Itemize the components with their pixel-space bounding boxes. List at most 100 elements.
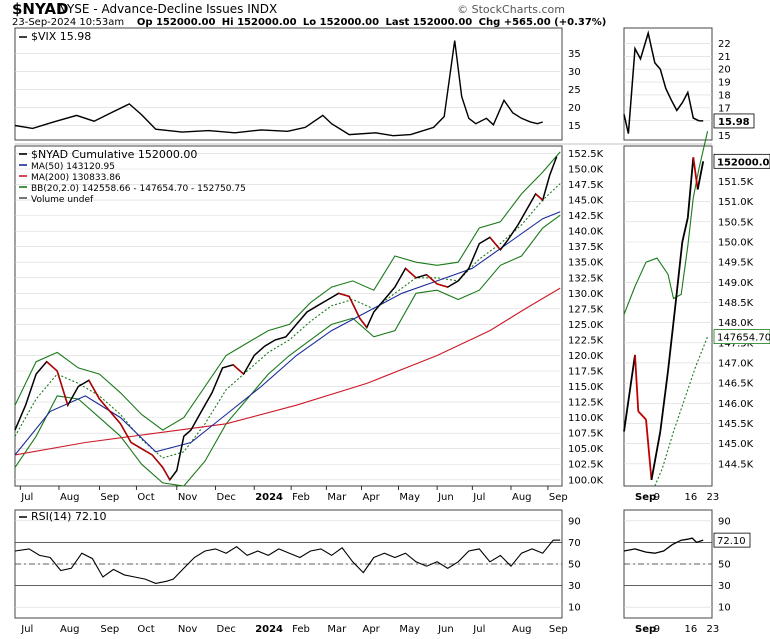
quote-low: Lo 152000.00 (302, 17, 380, 28)
x-tick-label: Sep (100, 624, 119, 635)
x-tick-label: Nov (178, 492, 198, 503)
y-tick-label: 127.5K (568, 304, 604, 315)
y-tick-label: 15 (568, 121, 581, 132)
x-tick-label: Apr (362, 492, 380, 503)
nyad-down-segment (141, 448, 153, 456)
y-tick-label: 20 (718, 65, 731, 76)
x-tick-label: Dec (217, 492, 236, 503)
nyad-zoom-segment (696, 161, 705, 190)
bb-mid-badge (713, 329, 770, 344)
y-tick-label: 70 (568, 538, 581, 549)
y-tick-label: 144.5K (718, 459, 754, 470)
y-tick-label: 117.5K (568, 367, 604, 378)
y-tick-label: 90 (568, 516, 581, 527)
rsi-last-badge (713, 532, 751, 548)
x-tick-label: 16 (685, 492, 698, 503)
nyad-down-segment (404, 267, 417, 279)
y-tick-label: 30 (718, 581, 731, 592)
y-tick-label: 30 (568, 581, 581, 592)
y-tick-label: 90 (718, 516, 731, 527)
y-tick-label: 10 (718, 603, 731, 614)
quote-line: 23-Sep-2024 10:53am Op 152000.00 Hi 1520… (12, 17, 606, 28)
x-tick-label: May (399, 624, 420, 635)
quote-open: Op 152000.00 (136, 17, 216, 28)
y-tick-label: 145.5K (718, 419, 754, 430)
x-tick-label: 2024 (255, 624, 283, 635)
y-tick-label: 20 (568, 103, 581, 114)
y-tick-label: 151.0K (718, 197, 754, 208)
y-tick-label: 115.0K (568, 382, 604, 393)
nyad-zoom-segment (623, 354, 636, 432)
vix-last-badge (713, 113, 755, 129)
y-tick-label: 145.0K (568, 196, 604, 207)
x-tick-label: 16 (685, 624, 698, 635)
nyad-legend-entry: $NYAD Cumulative 152000.00 (31, 148, 197, 161)
nyad-down-segment (232, 364, 245, 375)
y-tick-label: 147.0K (718, 358, 754, 369)
x-tick-label: Aug (60, 492, 80, 503)
nyad-last-value: 152000.00 (717, 157, 770, 168)
y-tick-label: 151.5K (718, 177, 754, 188)
x-tick-label: Dec (217, 624, 236, 635)
y-tick-label: 135.0K (568, 258, 604, 269)
nyad-down-segment (46, 361, 58, 372)
y-tick-label: 148.5K (718, 298, 754, 309)
y-tick-label: 140.0K (568, 227, 604, 238)
x-tick-label: Sep (549, 624, 568, 635)
x-tick-label: 9 (654, 624, 660, 635)
y-tick-label: 150.0K (718, 237, 754, 248)
x-tick-label: Sep (635, 492, 656, 503)
x-tick-label: Sep (635, 624, 656, 635)
y-tick-label: 107.5K (568, 429, 604, 440)
x-tick-label: Mar (327, 492, 347, 503)
y-tick-label: 50 (568, 560, 581, 571)
rsi-last-value: 72.10 (717, 536, 746, 547)
nyad-down-segment (109, 410, 122, 425)
y-tick-label: 152.5K (568, 149, 604, 160)
bb-mid-value: 147654.70 (717, 333, 770, 344)
nyad-down-segment (426, 274, 438, 285)
nyad-down-segment (162, 467, 171, 481)
y-tick-label: 30 (568, 67, 581, 78)
y-tick-label: 125.0K (568, 320, 604, 331)
bb-middle-line (14, 183, 561, 459)
quote-high: Hi 152000.00 (221, 17, 297, 28)
x-tick-label: Aug (512, 492, 532, 503)
x-tick-label: Mar (327, 624, 347, 635)
nyad-zoom-segment (650, 431, 662, 481)
ma200-line (14, 287, 561, 456)
nyad-legend-entry: BB(20,2.0) 142558.66 - 147654.70 - 15275… (31, 184, 246, 194)
nyad-down-segment (56, 370, 69, 406)
x-tick-label: Sep (100, 492, 119, 503)
y-tick-label: 105.0K (568, 444, 604, 455)
x-tick-label: Jun (437, 492, 454, 503)
nyad-down-segment (489, 236, 501, 251)
nyad-zoom-segment (634, 354, 640, 412)
x-tick-label: 2024 (255, 492, 283, 503)
x-tick-label: Oct (137, 492, 154, 503)
y-tick-label: 17 (718, 103, 731, 114)
nyad-zoom-segment (681, 217, 689, 243)
x-tick-label: Apr (362, 624, 380, 635)
x-tick-label: Sep (549, 492, 568, 503)
rsi-line (14, 539, 561, 584)
quote-change: Chg +565.00 (+0.37%) (478, 17, 607, 28)
bb-middle-line (654, 336, 709, 487)
y-tick-label: 142.5K (568, 211, 604, 222)
nyad-legend-entry: MA(50) 143120.95 (31, 162, 115, 172)
panel-frame-nyad-zoom (623, 145, 713, 487)
nyad-zoom-segment (637, 410, 647, 421)
y-tick-label: 10 (568, 603, 581, 614)
y-tick-label: 149.0K (718, 278, 754, 289)
x-tick-label: May (399, 492, 420, 503)
nyad-last-badge (713, 153, 770, 169)
stockcharts-watermark: © StockCharts.com (457, 3, 565, 16)
y-tick-label: 22 (718, 39, 731, 50)
y-tick-label: 150.0K (568, 164, 604, 175)
y-tick-label: 50 (718, 560, 731, 571)
nyad-down-segment (436, 283, 448, 288)
vix-last-value: 15.98 (718, 117, 750, 128)
nyad-zoom-segment (659, 370, 669, 432)
y-tick-label: 146.0K (718, 399, 754, 410)
